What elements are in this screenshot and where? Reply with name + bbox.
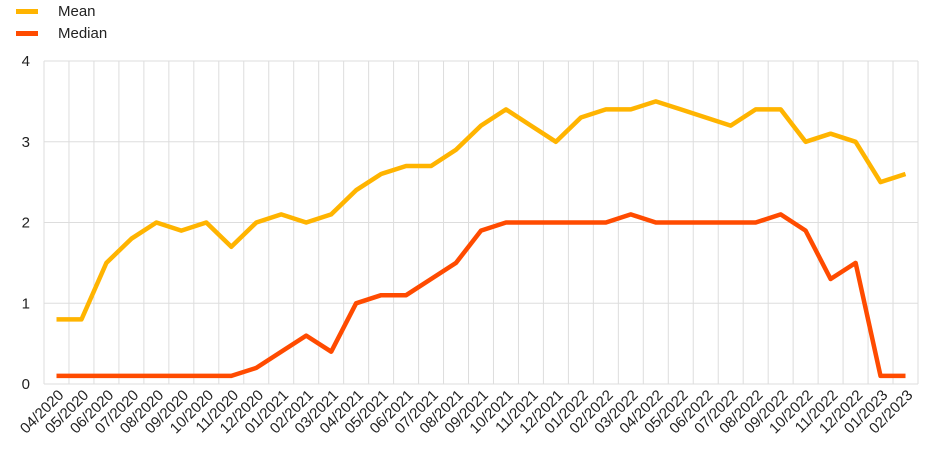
legend-swatch-mean	[16, 8, 38, 14]
y-tick-label: 2	[22, 215, 30, 232]
y-tick-label: 1	[22, 295, 30, 312]
y-tick-label: 4	[22, 53, 30, 70]
series-line-mean	[56, 99, 907, 322]
legend-item-median: Median	[16, 22, 107, 44]
legend-item-mean: Mean	[16, 0, 107, 22]
y-tick-label: 3	[22, 134, 30, 151]
legend: Mean Median	[16, 0, 107, 44]
y-tick-label: 0	[22, 376, 30, 393]
legend-label-median: Median	[58, 24, 108, 42]
legend-swatch-median	[16, 30, 38, 36]
series-line-median	[56, 212, 906, 379]
legend-label-mean: Mean	[58, 2, 96, 20]
